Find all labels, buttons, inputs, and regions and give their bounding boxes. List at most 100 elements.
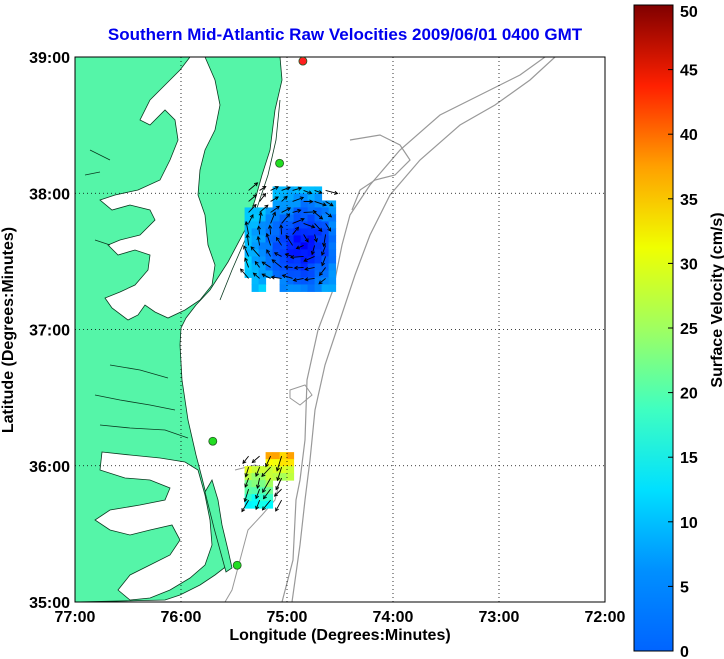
velocity-cell <box>272 200 281 208</box>
velocity-cell <box>265 207 274 215</box>
velocity-arrow <box>314 190 323 194</box>
velocity-cell <box>265 473 274 481</box>
velocity-arrow <box>303 190 312 194</box>
velocity-cell <box>314 214 323 222</box>
velocity-cell <box>307 249 316 257</box>
velocity-cell <box>272 186 281 194</box>
velocity-arrowhead <box>271 259 276 264</box>
velocity-cell <box>244 249 253 257</box>
velocity-arrowhead <box>286 207 292 212</box>
velocity-arrowhead <box>309 199 314 204</box>
velocity-arrow <box>262 261 271 268</box>
velocity-arrowhead <box>286 213 291 218</box>
velocity-cell <box>293 214 302 222</box>
velocity-cell <box>258 256 267 264</box>
velocity-arrowhead <box>262 192 267 198</box>
velocity-arrow <box>281 207 291 213</box>
velocity-arrow <box>258 226 261 235</box>
velocity-cell <box>286 249 295 257</box>
velocity-arrow <box>314 212 323 220</box>
velocity-cell <box>279 452 288 460</box>
velocity-cell <box>328 221 337 229</box>
barrier-island <box>204 479 233 573</box>
velocity-cell <box>272 473 281 481</box>
velocity-cell <box>300 242 309 250</box>
velocity-cell <box>293 277 302 285</box>
velocity-cell <box>279 466 288 474</box>
velocity-arrowhead <box>310 250 315 256</box>
velocity-cell <box>272 466 281 474</box>
velocity-cell <box>328 277 337 285</box>
velocity-arrow <box>274 488 282 497</box>
velocity-arrow <box>321 256 327 266</box>
colorbar-label: Surface Velocity (cm/s) <box>709 212 724 387</box>
velocity-cell <box>244 494 253 502</box>
velocity-arrow <box>271 259 282 268</box>
velocity-cell <box>258 466 267 474</box>
velocity-cell <box>265 256 274 264</box>
velocity-cell <box>286 256 295 264</box>
colorbar <box>633 4 674 652</box>
velocity-arrow <box>270 205 280 213</box>
velocity-arrow <box>296 245 304 249</box>
velocity-arrow <box>323 234 327 247</box>
velocity-arrow <box>270 212 276 224</box>
velocity-arrowhead <box>304 266 309 271</box>
velocity-arrowhead <box>275 486 280 491</box>
velocity-arrow <box>270 196 279 202</box>
velocity-cell <box>314 186 323 194</box>
velocity-cell <box>321 249 330 257</box>
velocity-arrowhead <box>254 260 259 266</box>
velocity-arrowhead <box>322 242 327 248</box>
velocity-arrowhead <box>266 249 271 254</box>
velocity-cell <box>279 221 288 229</box>
velocity-arrow <box>262 477 271 493</box>
velocity-cell <box>300 277 309 285</box>
velocity-arrow <box>259 212 262 224</box>
velocity-cell <box>314 193 323 201</box>
x-tick-label: 77:00 <box>55 609 96 626</box>
velocity-cell <box>251 235 260 243</box>
velocity-cell <box>251 228 260 236</box>
velocity-cell <box>300 228 309 236</box>
velocity-cell <box>286 193 295 201</box>
velocity-cell <box>293 284 302 292</box>
velocity-cell <box>251 270 260 278</box>
velocity-arrow <box>275 477 283 490</box>
velocity-cell <box>265 235 274 243</box>
velocity-arrowhead <box>249 213 254 219</box>
velocity-cell <box>286 200 295 208</box>
y-tick-label: 36:00 <box>29 459 70 476</box>
velocity-arrowhead <box>292 277 297 282</box>
velocity-cell <box>279 200 288 208</box>
velocity-arrowhead <box>270 275 275 280</box>
velocity-arrow <box>269 225 272 235</box>
velocity-cell <box>300 221 309 229</box>
colorbar-tick-label: 35 <box>680 192 698 209</box>
velocity-cell <box>328 228 337 236</box>
velocity-arrowhead <box>264 204 269 209</box>
velocity-arrow <box>259 204 269 213</box>
velocity-cell <box>258 221 267 229</box>
velocity-cell <box>258 480 267 488</box>
velocity-cell <box>265 249 274 257</box>
velocity-cell <box>272 256 281 264</box>
velocity-arrow <box>280 224 283 235</box>
velocity-cell <box>265 466 274 474</box>
velocity-cell <box>314 270 323 278</box>
velocity-cell <box>251 263 260 271</box>
velocity-arrowhead <box>334 190 339 195</box>
velocity-arrowhead <box>275 236 280 242</box>
velocity-arrowhead <box>284 253 289 258</box>
velocity-cell <box>307 214 316 222</box>
velocity-arrowhead <box>251 459 256 464</box>
velocity-arrow <box>325 201 334 207</box>
velocity-cell <box>272 207 281 215</box>
velocity-arrowhead <box>299 196 305 201</box>
velocity-cell <box>244 242 253 250</box>
velocity-arrowhead <box>261 472 266 478</box>
chart-title: Southern Mid-Atlantic Raw Velocities 200… <box>108 25 583 44</box>
delmarva-shore <box>219 99 281 301</box>
radar-station-marker <box>232 560 242 570</box>
velocity-arrow <box>292 187 302 191</box>
